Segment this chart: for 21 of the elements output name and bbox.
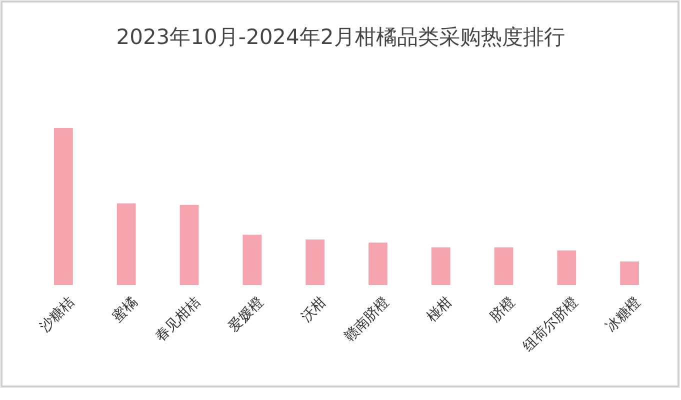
x-tick-label: 沃柑	[298, 294, 330, 326]
x-tick-label: 纽荷尔脐橙	[520, 294, 582, 355]
bar	[116, 203, 136, 285]
x-tick-label: 赣南脐橙	[341, 294, 392, 346]
bar	[54, 128, 73, 285]
x-tick-label: 春见柑桔	[152, 294, 204, 346]
bar	[431, 247, 450, 285]
x-tick-label: 冰糖橙	[602, 294, 644, 336]
bar	[180, 204, 199, 285]
x-tick-label: 蜜橘	[110, 294, 141, 326]
bar	[557, 250, 576, 285]
x-tick-label: 沙糖桔	[36, 294, 78, 336]
bar	[620, 261, 639, 285]
bar	[306, 239, 324, 285]
x-tick-label: 爱媛橙	[226, 294, 267, 336]
bar	[242, 234, 262, 285]
bar	[368, 242, 388, 285]
x-tick-label: 椪柑	[424, 294, 456, 326]
chart-title: 2023年10月-2024年2月柑橘品类采购热度排行	[116, 25, 565, 49]
bar	[494, 247, 514, 285]
x-tick-label: 脐橙	[487, 294, 518, 326]
